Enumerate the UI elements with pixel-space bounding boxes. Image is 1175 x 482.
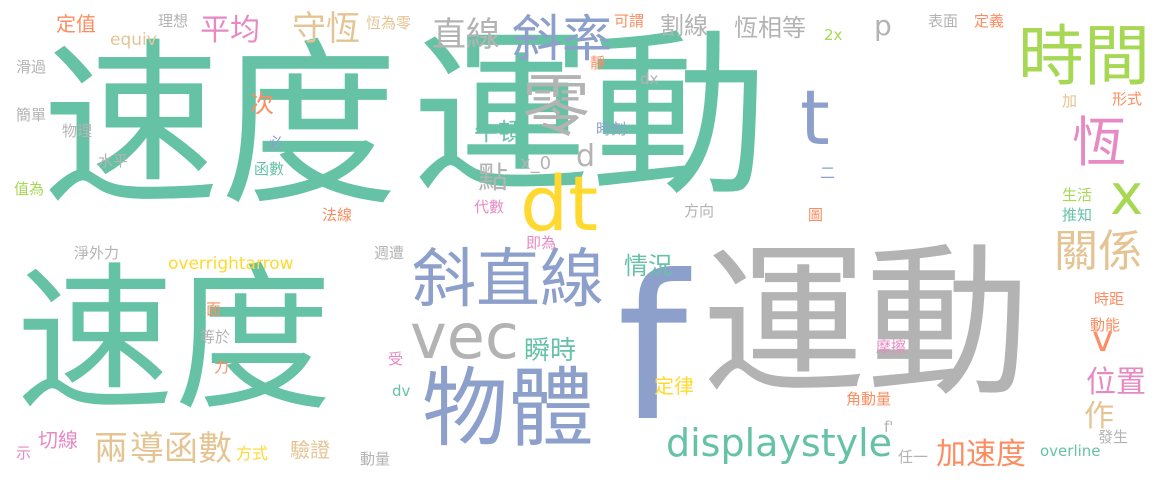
word-fangshi: 方式 — [236, 444, 269, 463]
word-fangxiang: 方向 — [684, 202, 715, 220]
word-li: 力 — [214, 358, 230, 376]
word-wuli: 物理 — [62, 122, 93, 140]
word-x0: x_0 — [520, 153, 552, 174]
word-jiandan: 簡單 — [16, 106, 47, 124]
word-tu: 圖 — [808, 206, 824, 224]
word-sudu-bottom: 速度 — [16, 249, 332, 433]
word-sudu-top: 速度 — [42, 23, 398, 230]
word-jiwei: 即為 — [526, 234, 557, 252]
word-xielu: 斜率 — [512, 10, 612, 68]
word-overrightarrow: overrightarrow — [168, 254, 294, 274]
word-vec: vec — [410, 300, 519, 373]
word-dt: dt — [520, 159, 599, 248]
word-jia: 加 — [1062, 92, 1078, 110]
word-fprime: f' — [884, 418, 894, 436]
word-jiaodongliang: 角動量 — [846, 390, 892, 408]
word-er: 二 — [820, 164, 836, 182]
word-shijian: 時間 — [1018, 18, 1150, 95]
word-tuizhi: 推知 — [1062, 206, 1093, 224]
word-overline: overline — [1040, 442, 1101, 460]
word-dengyu: 等於 — [200, 328, 231, 346]
word-xiezhixian: 斜直線 — [412, 243, 604, 317]
word-daishu: 代數 — [474, 198, 505, 216]
word-liang: 兩 — [94, 429, 128, 469]
word-dongliang: 動量 — [360, 450, 391, 468]
word-daohanshu: 導函數 — [130, 429, 232, 469]
word-ling: 零 — [522, 68, 591, 147]
word-shou: 受 — [388, 350, 404, 368]
word-shiju: 時距 — [1094, 290, 1125, 308]
word-yanzheng: 驗證 — [290, 438, 330, 462]
word-zhouzao: 週遭 — [374, 244, 405, 262]
word-shike: 時刻 — [596, 120, 627, 138]
word-yundong-bottom: 運動 — [702, 228, 1031, 419]
word-jing: 靜 — [590, 54, 606, 72]
word-niudun: 牛頓 — [474, 118, 522, 146]
word-jingwaili: 淨外力 — [74, 244, 120, 262]
word-shunshi: 瞬時 — [524, 336, 577, 366]
word-a: a — [878, 296, 888, 314]
word-zhixian: 直線 — [432, 15, 500, 55]
word-ci: 次 — [250, 90, 274, 118]
word-dongneng: 動能 — [1090, 316, 1121, 334]
word-jiasudu: 加速度 — [936, 437, 1026, 472]
word-renyi: 任一 — [898, 448, 929, 466]
word-faxian: 法線 — [322, 206, 353, 224]
word-dingyi: 定義 — [974, 12, 1005, 30]
word-weizhi: 位置 — [1086, 365, 1146, 400]
word-shuiping: 水平 — [98, 152, 129, 170]
word-dx: dx — [640, 70, 659, 88]
word-qiexian: 切線 — [38, 428, 78, 452]
word-hengxiangdeng: 恆相等 — [734, 14, 806, 42]
word-heng: 恆 — [1072, 111, 1126, 174]
word-dv: dv — [392, 382, 411, 400]
word-pingjun: 平均 — [200, 13, 260, 48]
word-p: p — [874, 9, 892, 42]
word-yundong-top: 運動 — [412, 13, 768, 220]
word-wuti: 物體 — [422, 359, 594, 459]
word-2x: 2x — [824, 26, 843, 44]
word-hanshu: 函數 — [254, 160, 285, 178]
word-equiv: equiv — [110, 30, 157, 50]
word-dinglu: 定律 — [654, 374, 694, 398]
word-d: d — [576, 139, 596, 174]
word-hengweiling: 恆為零 — [366, 14, 412, 32]
word-dingzhi: 定值 — [56, 12, 96, 36]
word-kewei: 可謂 — [614, 12, 645, 30]
word-qingkuang: 情況 — [624, 252, 672, 280]
word-t: t — [800, 73, 830, 162]
word-zhiwei: 值為 — [14, 180, 45, 198]
word-huaguo: 滑過 — [16, 58, 47, 76]
word-xingshi: 形式 — [1112, 90, 1143, 108]
word-biaomian: 表面 — [928, 12, 959, 30]
word-guanxi: 關係 — [1054, 226, 1142, 277]
word-v: v — [1092, 319, 1114, 360]
word-f: f — [617, 233, 688, 466]
word-fasheng: 發生 — [1098, 428, 1129, 446]
word-zuo: 作 — [1084, 399, 1114, 434]
word-shouheng: 守恆 — [292, 9, 360, 49]
word-shi: 示 — [16, 444, 32, 462]
word-dian: 點 — [478, 161, 508, 196]
word-displaystyle: displaystyle — [666, 421, 893, 465]
word-x: x — [1110, 163, 1144, 228]
word-mian: 面 — [206, 300, 222, 318]
word-bi: 必 — [268, 134, 284, 152]
word-shenghuo: 生活 — [1062, 186, 1093, 204]
word-lixiang: 理想 — [158, 12, 189, 30]
word-gexian: 割線 — [660, 12, 708, 40]
word-mocha: 摩擦 — [876, 338, 907, 356]
